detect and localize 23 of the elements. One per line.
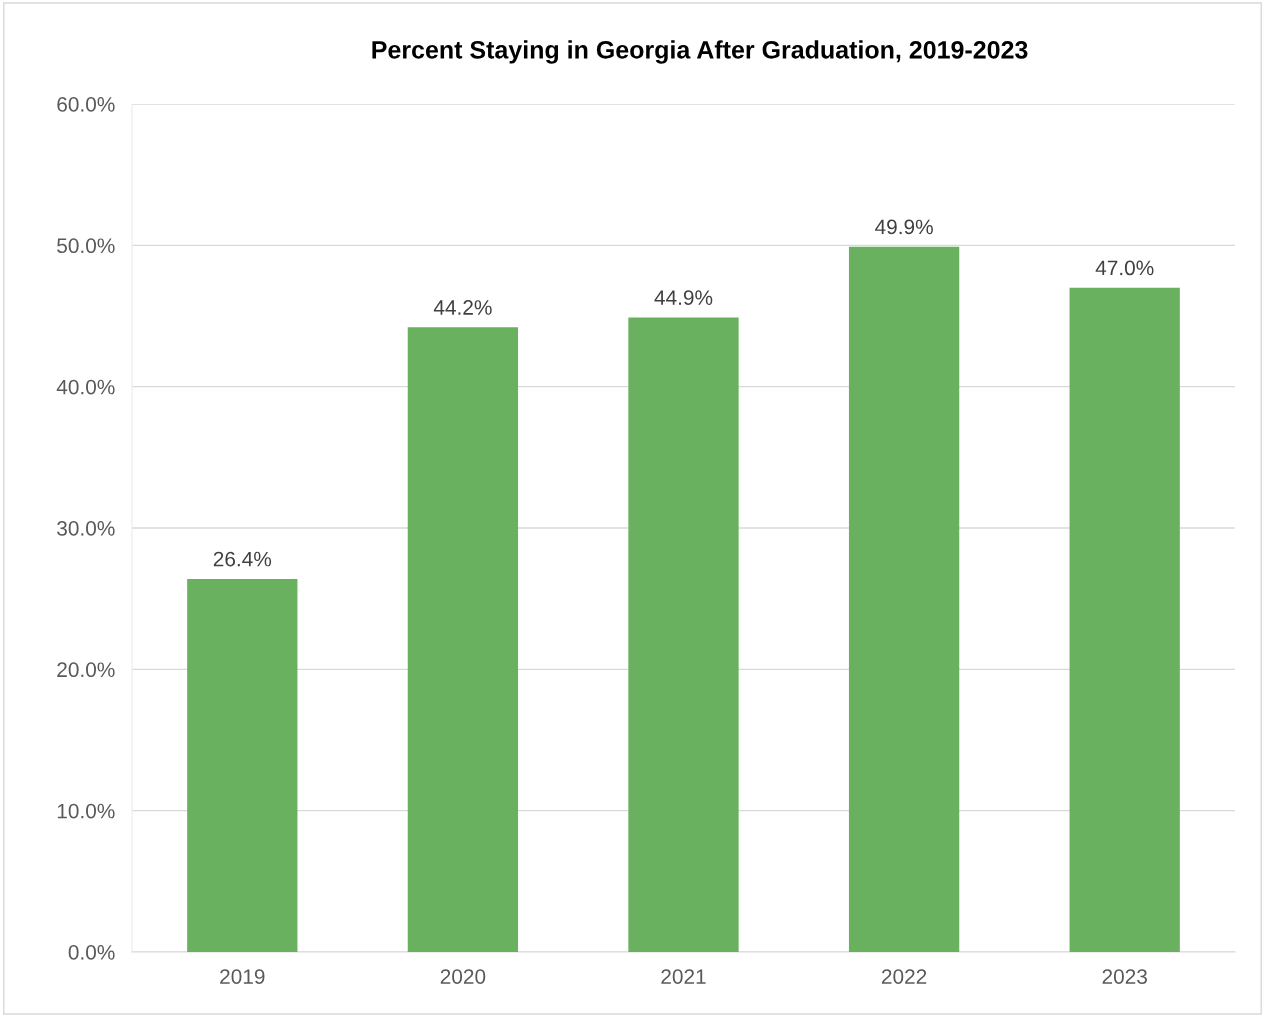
bar — [407, 327, 519, 952]
data-label: 44.2% — [433, 300, 492, 315]
y-tick-label: 10.0% — [57, 803, 115, 819]
data-label: 47.0% — [1095, 260, 1154, 276]
bar — [187, 578, 298, 952]
x-tick-label: 2023 — [1102, 969, 1147, 984]
y-tick-label: 30.0% — [57, 521, 115, 536]
y-tick-label: 50.0% — [57, 238, 115, 254]
data-label: 49.9% — [875, 219, 933, 235]
chart-title: Percent Staying in Georgia After Graduation, 2019-2023 — [372, 40, 1028, 64]
data-label: 26.4% — [213, 551, 272, 567]
y-tick-label: 20.0% — [57, 662, 115, 678]
y-tick-label: 60.0% — [57, 97, 115, 112]
x-tick-label: 2021 — [661, 969, 706, 984]
bar — [848, 246, 960, 952]
data-label: 44.9% — [654, 290, 713, 305]
y-tick-label: 40.0% — [56, 379, 115, 395]
bar — [628, 317, 739, 952]
bar — [1069, 287, 1180, 952]
y-tick-label: 0.0% — [68, 945, 115, 960]
x-tick-label: 2022 — [881, 969, 927, 984]
x-tick-label: 2020 — [440, 969, 486, 984]
x-tick-label: 2019 — [220, 969, 265, 984]
